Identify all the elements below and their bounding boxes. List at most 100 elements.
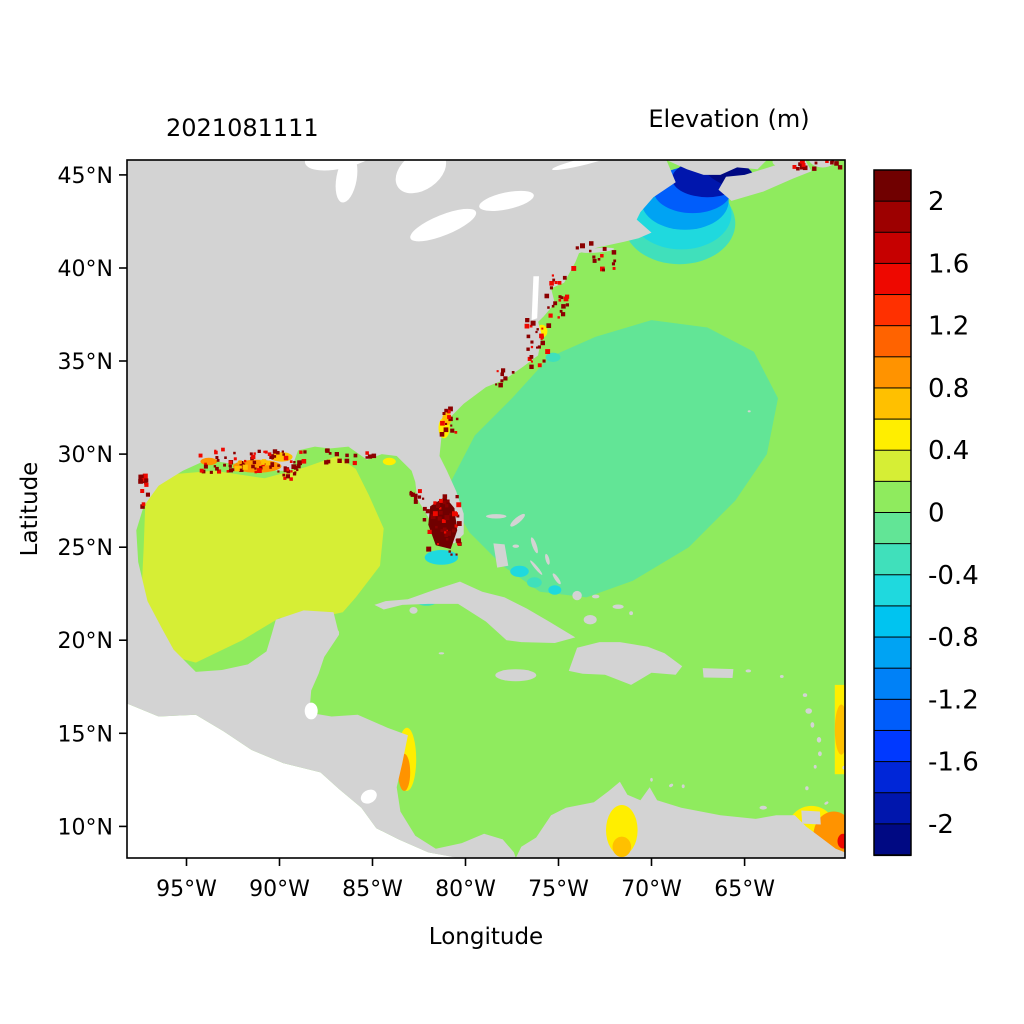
y-tick-label: 45°N: [58, 164, 113, 189]
antigua: [802, 693, 808, 697]
colorbar-segment: [873, 761, 912, 794]
coastal-speckle: [417, 495, 422, 499]
map-layers: [127, 160, 845, 858]
colorbar-segment: [873, 325, 912, 358]
colorbar-outline: [873, 169, 912, 856]
coastal-speckle: [455, 553, 458, 556]
bonaire: [681, 784, 685, 789]
coastal-speckle: [597, 258, 601, 261]
coastal-speckle: [444, 408, 448, 413]
coastal-speckle: [252, 460, 257, 465]
coastal-speckle: [426, 546, 432, 552]
coastal-speckle: [553, 301, 558, 306]
virgin-islands: [745, 669, 752, 673]
coastal-speckle: [589, 249, 592, 253]
coastal-speckle: [261, 459, 267, 464]
coastal-speckle: [294, 471, 297, 474]
coastal-speckle: [432, 511, 438, 517]
coastal-speckle: [447, 415, 451, 419]
colorbar-segment: [873, 200, 912, 234]
coastal-speckle: [228, 460, 233, 465]
coastal-speckle: [245, 463, 248, 466]
st-vincent: [813, 764, 817, 769]
coastal-speckle: [352, 460, 357, 466]
coastal-speckle: [592, 255, 596, 259]
coastal-speckle: [209, 470, 213, 474]
coastal-speckle: [433, 501, 437, 505]
coastal-speckle: [328, 452, 332, 455]
puerto-rico: [702, 668, 734, 678]
coastal-speckle: [439, 432, 445, 437]
colorbar-tick-label: -0.8: [928, 623, 979, 653]
eleuthera: [530, 537, 538, 554]
coastal-speckle: [138, 479, 143, 484]
coastal-speckle: [289, 477, 293, 481]
colorbar-segment: [873, 262, 912, 296]
coastal-speckle: [435, 503, 441, 508]
coastal-speckle: [548, 313, 553, 318]
coastal-speckle: [549, 286, 553, 290]
coastal-speckle: [558, 295, 562, 299]
coastal-speckle: [798, 162, 802, 166]
coastal-speckle: [445, 504, 449, 508]
curacao: [669, 783, 674, 788]
coastal-speckle: [558, 299, 562, 302]
colorbar-tick-label: -2: [928, 810, 954, 840]
coastal-speckle: [439, 510, 443, 515]
coastal-speckle: [442, 412, 446, 415]
coastal-speckle: [602, 247, 607, 251]
gulf-st-lawrence-shore: [772, 160, 806, 169]
coastal-speckle: [296, 468, 299, 472]
coastal-speckle: [198, 453, 203, 458]
coastal-speckle: [450, 428, 455, 433]
coastal-speckle: [531, 360, 533, 363]
coastal-speckle: [283, 469, 287, 473]
coastal-speckle: [542, 359, 546, 363]
coastal-speckle: [326, 459, 331, 464]
y-tick-label: 35°N: [58, 350, 113, 375]
coastal-speckle: [422, 518, 427, 522]
coastal-speckle: [526, 334, 531, 339]
coastal-speckle: [612, 267, 616, 270]
texas-warm-patch: [200, 457, 218, 466]
coastal-speckle: [540, 340, 545, 346]
colorbar-segment: [873, 823, 912, 857]
coastal-speckle: [536, 346, 539, 349]
coastal-speckle: [602, 268, 605, 272]
colorbar-segment: [873, 605, 912, 639]
coastal-speckle: [276, 451, 280, 455]
coastal-speckle: [140, 489, 145, 493]
coastal-speckle: [565, 303, 569, 307]
coastal-speckle: [353, 453, 358, 458]
coastal-speckle: [589, 241, 594, 246]
colorbar-segment: [873, 231, 912, 265]
atlantic-depression-patch: [450, 320, 778, 598]
coastal-speckle: [539, 333, 544, 339]
coastal-speckle: [251, 454, 256, 460]
coastal-speckle: [442, 494, 448, 499]
coastal-speckle: [540, 337, 543, 340]
coastal-speckle: [611, 262, 615, 266]
tobago: [824, 801, 829, 805]
coastal-speckle: [223, 463, 226, 467]
coastal-speckle: [435, 525, 438, 529]
coastal-speckle: [454, 524, 458, 528]
coastal-speckle: [524, 323, 530, 329]
coastal-speckle: [290, 470, 293, 473]
coastal-speckle: [455, 417, 459, 421]
coastal-speckle: [228, 468, 233, 473]
x-tick-label: 90°W: [249, 877, 310, 902]
coastal-speckle: [141, 478, 145, 482]
coastal-speckle: [325, 448, 330, 453]
colorbar-tick-label: 0.4: [928, 436, 969, 466]
coastal-speckle: [561, 304, 566, 309]
y-tick-label: 30°N: [58, 443, 113, 468]
coastal-speckle: [293, 465, 296, 468]
coastal-speckle: [292, 472, 297, 476]
coastal-speckle: [554, 281, 558, 284]
coastal-speckle: [238, 465, 242, 469]
martinique: [816, 737, 822, 743]
coastal-speckle: [447, 409, 451, 414]
colorbar-segment: [873, 698, 912, 732]
coastal-speckle: [303, 450, 307, 454]
